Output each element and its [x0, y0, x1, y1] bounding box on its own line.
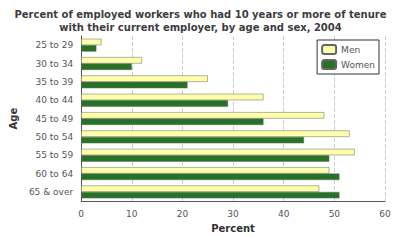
svg-text:40 to 44: 40 to 44 — [35, 95, 73, 105]
svg-text:45 to 49: 45 to 49 — [35, 114, 73, 124]
svg-text:50 to 54: 50 to 54 — [35, 132, 73, 142]
svg-text:Percent of employed workers wh: Percent of employed workers who had 10 y… — [14, 9, 386, 20]
svg-text:25 to 29: 25 to 29 — [35, 40, 73, 50]
svg-text:0: 0 — [78, 209, 84, 219]
svg-text:10: 10 — [126, 209, 138, 219]
svg-text:50: 50 — [329, 209, 341, 219]
svg-text:35 to 39: 35 to 39 — [35, 77, 73, 87]
svg-text:Women: Women — [341, 60, 375, 70]
svg-text:Age: Age — [8, 107, 19, 129]
svg-text:20: 20 — [177, 209, 189, 219]
svg-text:65 & over: 65 & over — [29, 187, 74, 197]
svg-text:40: 40 — [278, 209, 290, 219]
svg-text:with their current employer, b: with their current employer, by age and … — [59, 22, 342, 33]
svg-text:Men: Men — [341, 45, 360, 55]
svg-text:30: 30 — [227, 209, 239, 219]
svg-text:60 to 64: 60 to 64 — [35, 169, 73, 179]
svg-text:Percent: Percent — [211, 223, 255, 234]
svg-text:30 to 34: 30 to 34 — [35, 59, 73, 69]
svg-text:55 to 59: 55 to 59 — [35, 150, 73, 160]
svg-text:60: 60 — [379, 209, 391, 219]
